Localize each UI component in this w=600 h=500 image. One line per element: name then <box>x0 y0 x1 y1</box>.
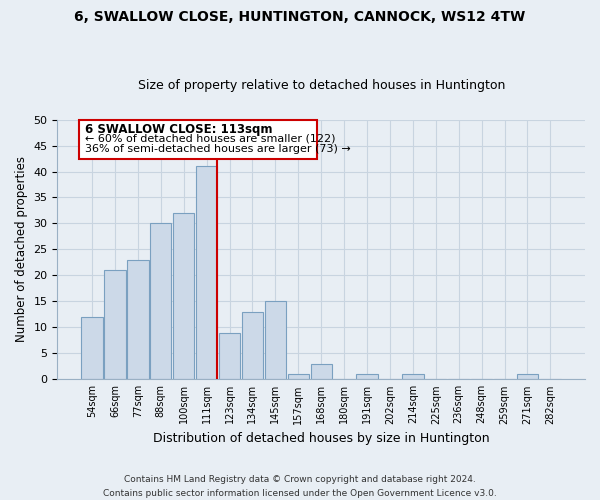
Bar <box>127 260 149 380</box>
Bar <box>356 374 377 380</box>
Bar <box>82 317 103 380</box>
FancyBboxPatch shape <box>79 120 317 158</box>
Text: 36% of semi-detached houses are larger (73) →: 36% of semi-detached houses are larger (… <box>85 144 351 154</box>
Bar <box>402 374 424 380</box>
X-axis label: Distribution of detached houses by size in Huntington: Distribution of detached houses by size … <box>153 432 490 445</box>
Text: 6 SWALLOW CLOSE: 113sqm: 6 SWALLOW CLOSE: 113sqm <box>85 123 272 136</box>
Y-axis label: Number of detached properties: Number of detached properties <box>15 156 28 342</box>
Bar <box>517 374 538 380</box>
Bar <box>173 213 194 380</box>
Bar <box>196 166 217 380</box>
Bar <box>219 332 240 380</box>
Bar <box>311 364 332 380</box>
Bar <box>104 270 125 380</box>
Text: Contains HM Land Registry data © Crown copyright and database right 2024.
Contai: Contains HM Land Registry data © Crown c… <box>103 476 497 498</box>
Bar <box>242 312 263 380</box>
Bar <box>265 302 286 380</box>
Bar <box>150 224 172 380</box>
Text: 6, SWALLOW CLOSE, HUNTINGTON, CANNOCK, WS12 4TW: 6, SWALLOW CLOSE, HUNTINGTON, CANNOCK, W… <box>74 10 526 24</box>
Title: Size of property relative to detached houses in Huntington: Size of property relative to detached ho… <box>137 79 505 92</box>
Bar <box>287 374 309 380</box>
Text: ← 60% of detached houses are smaller (122): ← 60% of detached houses are smaller (12… <box>85 134 335 143</box>
